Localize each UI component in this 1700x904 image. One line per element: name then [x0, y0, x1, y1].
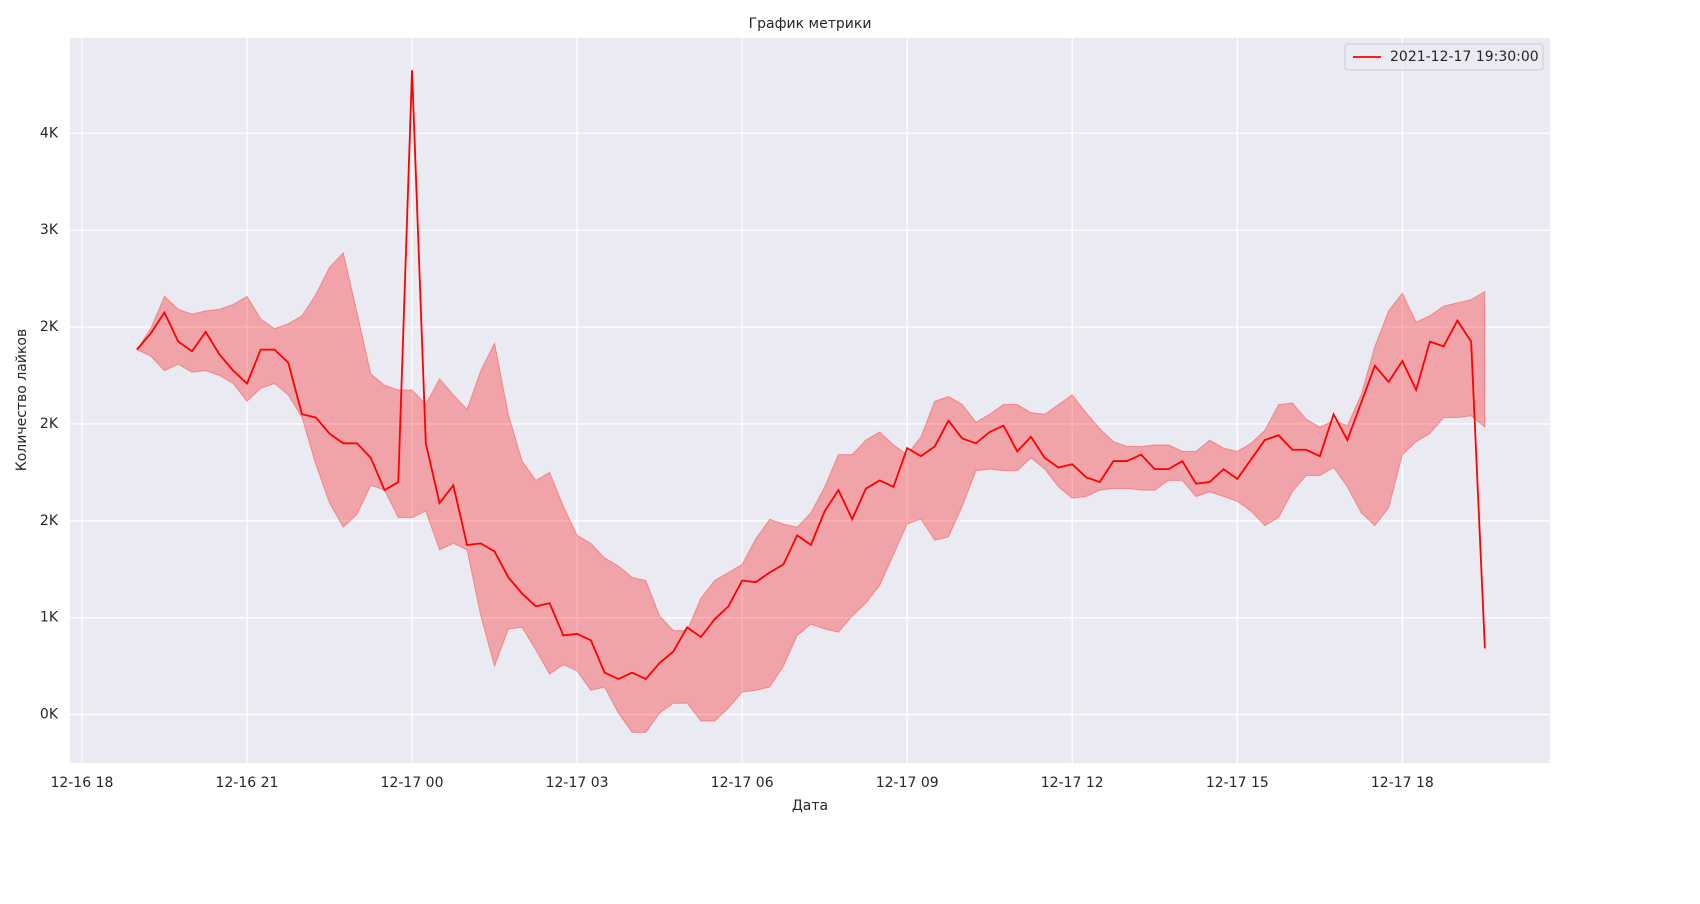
line — [136, 70, 1486, 681]
x-axis-label: Дата — [792, 798, 828, 814]
x-tick-label: 12-17 03 — [546, 775, 609, 791]
y-tick-label: 3K — [40, 222, 59, 238]
confidence-band — [136, 251, 1486, 733]
x-tick-label: 12-17 09 — [876, 775, 939, 791]
y-tick-label: 2K — [40, 319, 59, 335]
y-tick-label: 2K — [40, 513, 59, 529]
y-axis-label: Количество лайков — [14, 329, 30, 471]
legend: 2021-12-17 19:30:00 — [1344, 43, 1544, 71]
x-tick-label: 12-17 06 — [711, 775, 774, 791]
y-tick-label: 1K — [40, 610, 59, 626]
y-tick-label: 4K — [40, 125, 59, 141]
x-tick-label: 12-16 18 — [50, 775, 113, 791]
legend-box — [1344, 43, 1544, 71]
plot-area — [70, 38, 1550, 763]
y-tick-label: 2K — [40, 416, 59, 432]
y-tick-label: 0K — [40, 707, 59, 723]
x-tick-label: 12-17 00 — [381, 775, 444, 791]
chart-title: График метрики — [749, 16, 872, 32]
x-tick-label: 12-17 12 — [1041, 775, 1104, 791]
x-tick-label: 12-17 15 — [1206, 775, 1269, 791]
legend-label: 2021-12-17 19:30:00 — [1390, 49, 1539, 65]
x-tick-label: 12-16 21 — [215, 775, 278, 791]
x-tick-label: 12-17 18 — [1371, 775, 1434, 791]
